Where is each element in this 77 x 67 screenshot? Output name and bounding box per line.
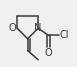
- Text: O: O: [45, 48, 53, 58]
- Text: O: O: [9, 23, 17, 33]
- Text: Cl: Cl: [60, 30, 69, 40]
- Text: N: N: [34, 23, 42, 33]
